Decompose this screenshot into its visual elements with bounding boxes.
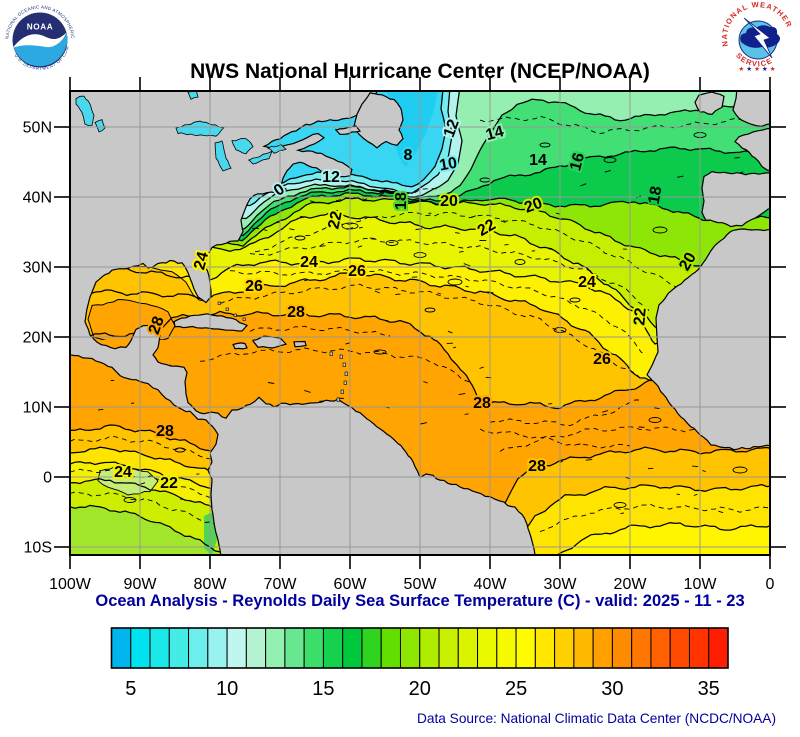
svg-text:10: 10 [438, 155, 459, 175]
svg-text:30W: 30W [544, 576, 578, 593]
svg-text:35: 35 [698, 678, 720, 700]
svg-text:10: 10 [216, 678, 238, 700]
svg-text:28: 28 [473, 395, 491, 412]
svg-text:20W: 20W [614, 576, 648, 593]
svg-text:30: 30 [601, 678, 623, 700]
svg-text:Data Source: National Climatic: Data Source: National Climatic Data Cent… [417, 711, 776, 726]
svg-text:26: 26 [593, 351, 611, 368]
svg-text:80W: 80W [194, 576, 228, 593]
svg-text:40N: 40N [23, 190, 52, 207]
svg-text:60W: 60W [334, 576, 368, 593]
svg-text:18: 18 [393, 192, 410, 210]
svg-text:NWS National Hurricane Center: NWS National Hurricane Center (NCEP/NOAA… [190, 60, 650, 83]
svg-text:25: 25 [505, 678, 527, 700]
svg-text:10S: 10S [24, 540, 52, 557]
svg-text:Ocean Analysis - Reynolds Dail: Ocean Analysis - Reynolds Daily Sea Surf… [95, 592, 744, 610]
svg-text:50N: 50N [23, 120, 52, 137]
svg-text:12: 12 [322, 169, 340, 186]
svg-text:NOAA: NOAA [27, 23, 54, 32]
svg-text:20: 20 [440, 193, 458, 210]
svg-text:22: 22 [160, 475, 178, 492]
svg-text:24: 24 [300, 254, 318, 271]
svg-text:5: 5 [125, 678, 136, 700]
svg-text:18: 18 [646, 185, 666, 206]
svg-text:14: 14 [529, 152, 547, 169]
svg-text:40W: 40W [474, 576, 508, 593]
svg-text:28: 28 [528, 458, 546, 475]
svg-text:90W: 90W [124, 576, 158, 593]
svg-text:22: 22 [325, 209, 345, 230]
svg-text:0: 0 [766, 576, 775, 593]
svg-text:10W: 10W [684, 576, 718, 593]
svg-text:30N: 30N [23, 260, 52, 277]
svg-text:28: 28 [156, 423, 174, 440]
svg-text:26: 26 [245, 278, 263, 295]
svg-text:15: 15 [312, 678, 334, 700]
svg-text:24: 24 [578, 274, 596, 291]
svg-text:100W: 100W [49, 576, 92, 593]
svg-text:8: 8 [404, 147, 413, 164]
svg-text:0: 0 [43, 470, 52, 487]
svg-text:26: 26 [348, 263, 366, 280]
svg-text:24: 24 [114, 464, 132, 481]
svg-text:20N: 20N [23, 330, 52, 347]
svg-text:22: 22 [631, 307, 649, 326]
svg-text:70W: 70W [264, 576, 298, 593]
svg-text:★★★★★: ★★★★★ [738, 65, 777, 73]
svg-text:28: 28 [287, 304, 305, 321]
svg-text:50W: 50W [404, 576, 438, 593]
svg-text:10N: 10N [23, 400, 52, 417]
svg-text:20: 20 [409, 678, 431, 700]
